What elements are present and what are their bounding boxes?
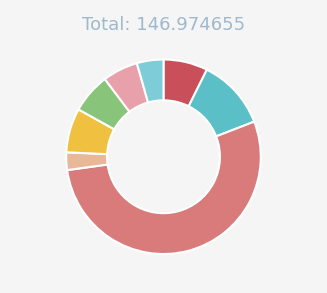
Wedge shape	[67, 122, 261, 254]
Wedge shape	[66, 110, 114, 154]
Wedge shape	[137, 59, 164, 103]
Wedge shape	[189, 70, 254, 136]
Wedge shape	[164, 59, 207, 106]
Wedge shape	[78, 79, 129, 129]
Wedge shape	[105, 63, 148, 112]
Text: Total: 146.974655: Total: 146.974655	[82, 16, 245, 35]
Wedge shape	[66, 152, 108, 170]
